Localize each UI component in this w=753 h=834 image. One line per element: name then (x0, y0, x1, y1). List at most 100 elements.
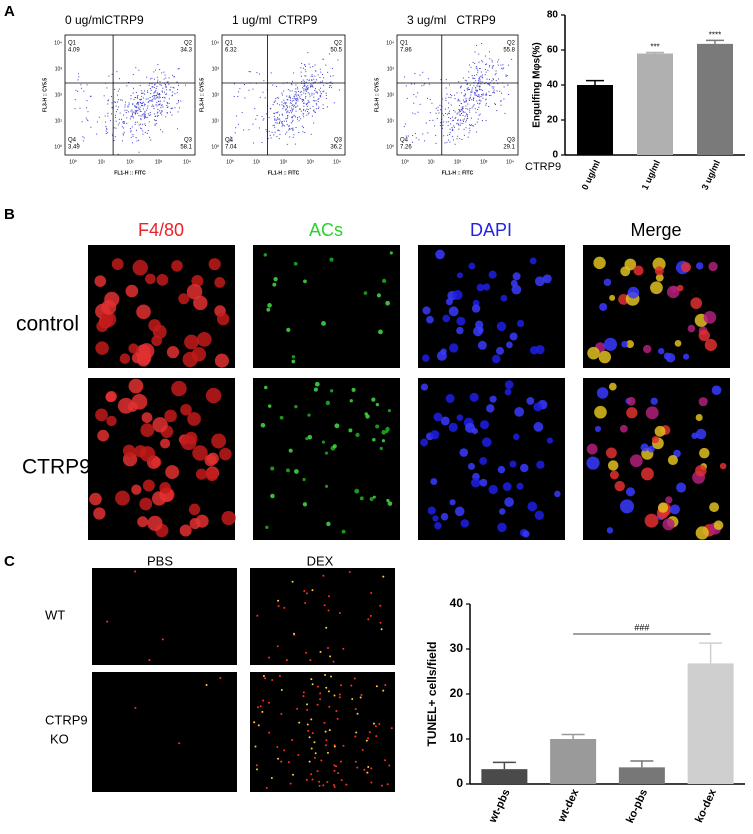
y-tick-label: 10⁰ (211, 144, 219, 150)
event-dot (140, 103, 142, 105)
event-dot (144, 113, 146, 115)
event-dot (289, 136, 291, 138)
event-dot (151, 83, 153, 85)
event-dot (481, 76, 483, 78)
event-dot (135, 113, 137, 115)
cell (145, 273, 156, 285)
event-dot (498, 78, 500, 80)
event-dot (276, 97, 278, 99)
event-dot (481, 120, 483, 122)
event-dot (103, 95, 105, 97)
event-dot (477, 95, 479, 97)
quadrant-name: Q2 (184, 41, 193, 47)
event-dot (82, 140, 84, 142)
event-dot (403, 126, 405, 128)
cell (376, 293, 381, 298)
cell (288, 448, 293, 453)
y-tick-label: 40 (547, 80, 559, 91)
event-dot (304, 85, 306, 87)
tunel-dot (310, 678, 313, 681)
event-dot (270, 72, 272, 74)
event-dot (105, 133, 107, 135)
quadrant-name: Q1 (400, 41, 409, 47)
event-dot (114, 101, 116, 103)
event-dot (317, 101, 319, 103)
event-dot (491, 80, 493, 82)
event-dot (486, 63, 488, 65)
event-dot (413, 102, 415, 104)
event-dot (89, 95, 91, 97)
event-dot (460, 108, 462, 110)
event-dot (315, 70, 317, 72)
event-dot (115, 111, 117, 113)
event-dot (474, 77, 476, 79)
cell (165, 465, 180, 480)
event-dot (137, 96, 139, 98)
cell (665, 496, 673, 504)
event-dot (274, 126, 276, 128)
event-dot (167, 81, 169, 83)
cell (314, 381, 320, 387)
tunel-dot (325, 686, 328, 689)
y-tick-label: 20 (450, 686, 464, 700)
tunel-dot (348, 571, 351, 574)
event-dot (108, 75, 110, 77)
cell (482, 283, 491, 291)
event-dot (273, 112, 275, 114)
event-dot (118, 118, 120, 120)
event-dot (471, 89, 473, 91)
event-dot (490, 94, 492, 96)
event-dot (111, 102, 113, 104)
cell (533, 402, 543, 412)
panel-label: A (4, 3, 15, 20)
event-dot (314, 111, 316, 113)
event-dot (145, 98, 147, 100)
tunel-dot (354, 735, 357, 738)
cell (355, 432, 360, 437)
event-dot (485, 98, 487, 100)
event-dot (126, 117, 128, 119)
tunel-dot (333, 769, 336, 772)
event-dot (297, 94, 299, 96)
event-dot (304, 64, 306, 66)
cell (427, 506, 436, 515)
event-dot (177, 111, 179, 113)
event-dot (450, 104, 452, 106)
event-dot (256, 114, 258, 116)
event-dot (504, 112, 506, 114)
event-dot (293, 104, 295, 106)
event-dot (459, 124, 461, 126)
event-dot (281, 94, 283, 96)
event-dot (295, 101, 297, 103)
event-dot (491, 61, 493, 63)
event-dot (146, 117, 148, 119)
event-dot (306, 108, 308, 110)
event-dot (452, 139, 454, 141)
event-dot (132, 117, 134, 119)
event-dot (305, 75, 307, 77)
event-dot (290, 102, 292, 104)
event-dot (457, 99, 459, 101)
event-dot (273, 124, 275, 126)
event-dot (139, 110, 141, 112)
event-dot (298, 132, 300, 134)
event-dot (448, 112, 450, 114)
event-dot (286, 112, 288, 114)
event-dot (172, 74, 174, 76)
event-dot (317, 107, 319, 109)
event-dot (286, 105, 288, 107)
event-dot (497, 64, 499, 66)
event-dot (436, 117, 438, 119)
event-dot (147, 98, 149, 100)
tunel-dot (338, 612, 341, 615)
cell (219, 447, 232, 461)
event-dot (485, 120, 487, 122)
cell (266, 307, 271, 312)
event-dot (316, 91, 318, 93)
event-dot (168, 77, 170, 79)
event-dot (298, 120, 300, 122)
tunel-dot (324, 744, 327, 747)
event-dot (156, 123, 158, 125)
cell (375, 403, 380, 407)
event-dot (87, 111, 89, 113)
